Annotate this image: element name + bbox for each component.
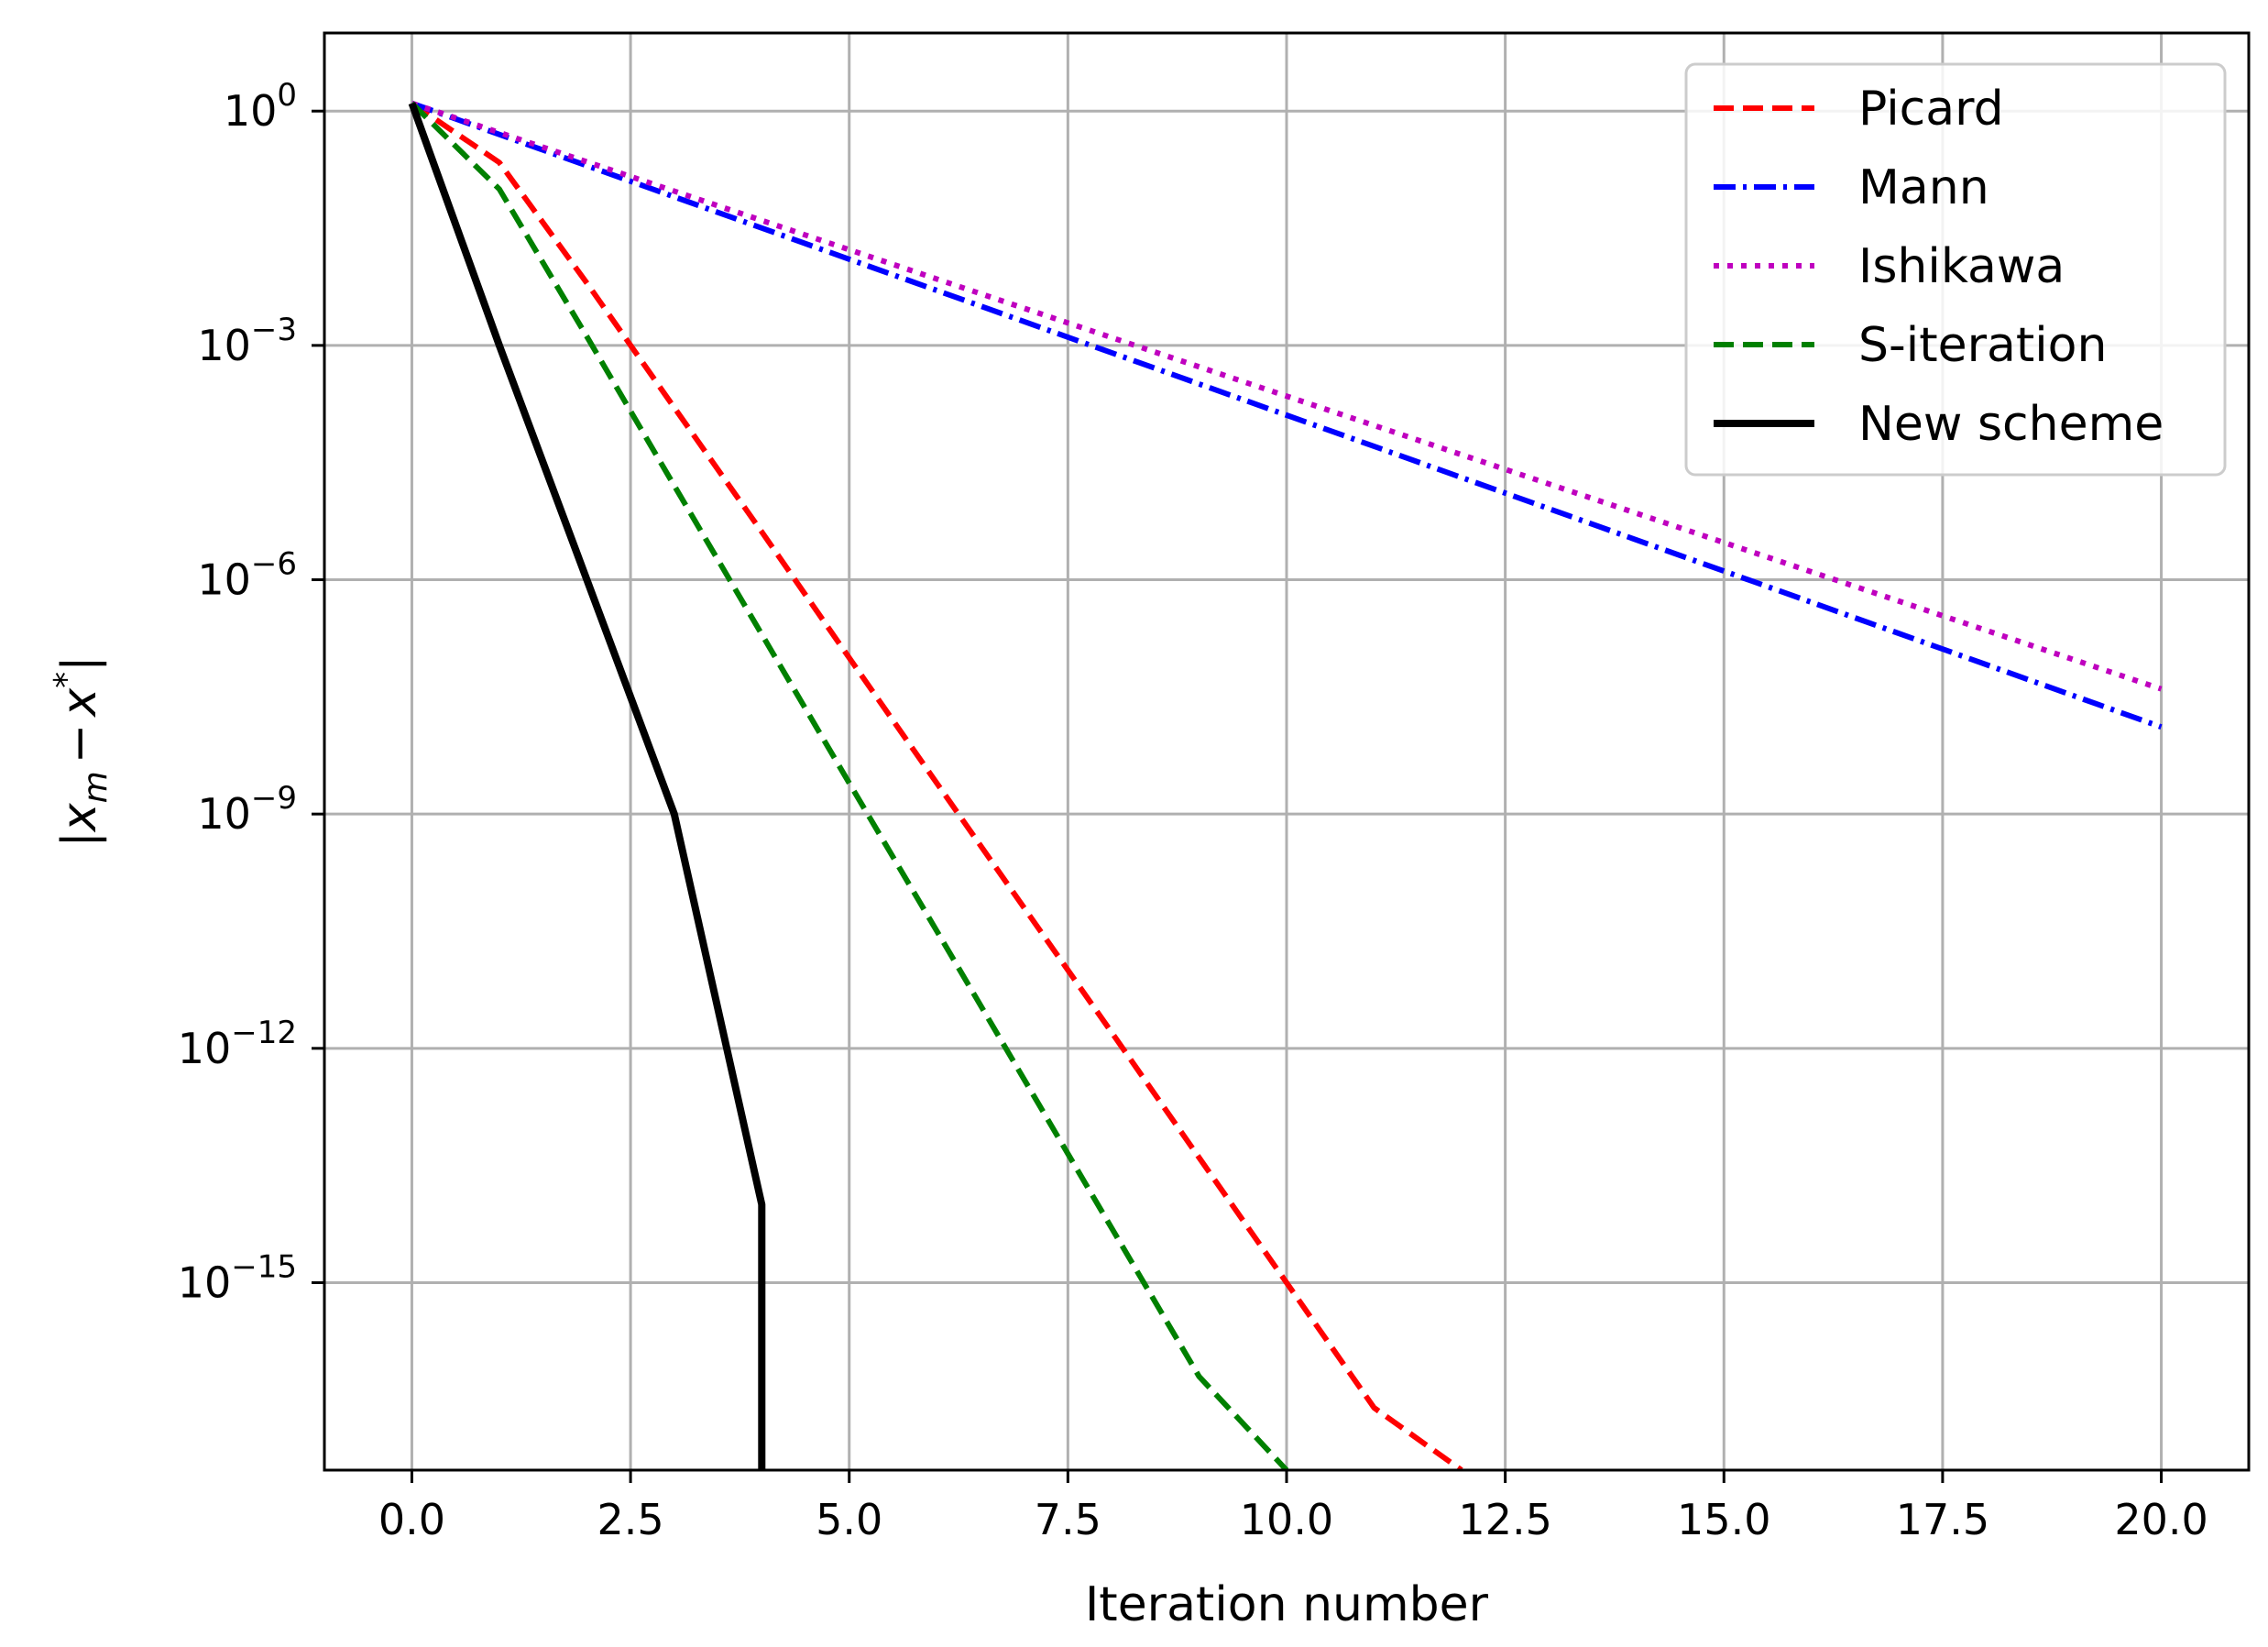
- series-line-new-scheme: [408, 102, 766, 1470]
- y-tick-labels: 100 10−3 10−6 10−9 10−12 10−15: [178, 77, 297, 1307]
- ticks: [312, 109, 2164, 1483]
- series-layer: [408, 100, 2163, 1470]
- y-axis-label-x2: x: [52, 687, 107, 719]
- legend: Picard Mann Ishikawa S-iteration New scheme: [1684, 62, 2227, 477]
- y-tick-label: 10−6: [197, 546, 297, 605]
- y-tick-label: 10−3: [197, 312, 297, 370]
- x-tick-label: 20.0: [2114, 1495, 2208, 1544]
- series-line-s-iteration: [410, 101, 1289, 1470]
- x-tick-label: 10.0: [1240, 1495, 1333, 1544]
- y-axis-label-x: x: [52, 802, 107, 833]
- y-axis-label: |xm−x*|: [48, 655, 115, 847]
- series-line-mann: [411, 100, 2163, 730]
- legend-label-new-scheme: New scheme: [1858, 397, 2164, 452]
- x-tick-label: 7.5: [1035, 1495, 1101, 1544]
- x-tick-label: 15.0: [1677, 1495, 1770, 1544]
- y-tick-label: 10−12: [178, 1015, 297, 1073]
- legend-box: [1684, 62, 2227, 477]
- y-axis-label-minus: −: [52, 724, 107, 764]
- y-axis-label-star: *: [48, 672, 85, 688]
- x-tick-label: 5.0: [816, 1495, 882, 1544]
- y-axis-label-sub: m: [77, 771, 115, 803]
- x-tick-label: 12.5: [1458, 1495, 1551, 1544]
- x-tick-label: 17.5: [1896, 1495, 1989, 1544]
- series-line-picard: [410, 101, 1463, 1470]
- x-tick-label: 0.0: [378, 1495, 445, 1544]
- legend-label-mann: Mann: [1858, 160, 1989, 215]
- legend-label-s-iteration: S-iteration: [1858, 318, 2107, 373]
- y-axis-label-open: |: [52, 831, 107, 848]
- grid: [324, 33, 2249, 1470]
- y-axis-label-close: |: [52, 655, 107, 672]
- series-line-ishikawa: [411, 100, 2163, 692]
- x-axis-label: Iteration number: [1085, 1577, 1489, 1632]
- legend-label-ishikawa: Ishikawa: [1858, 239, 2065, 294]
- y-tick-label: 100: [224, 77, 297, 136]
- y-tick-label: 10−9: [197, 780, 297, 839]
- y-tick-label: 10−15: [178, 1248, 297, 1307]
- legend-label-picard: Picard: [1858, 82, 2004, 137]
- x-tick-labels: 0.0 2.5 5.0 7.5 10.0 12.5 15.0 17.5 20.0: [378, 1495, 2208, 1544]
- x-tick-label: 2.5: [597, 1495, 664, 1544]
